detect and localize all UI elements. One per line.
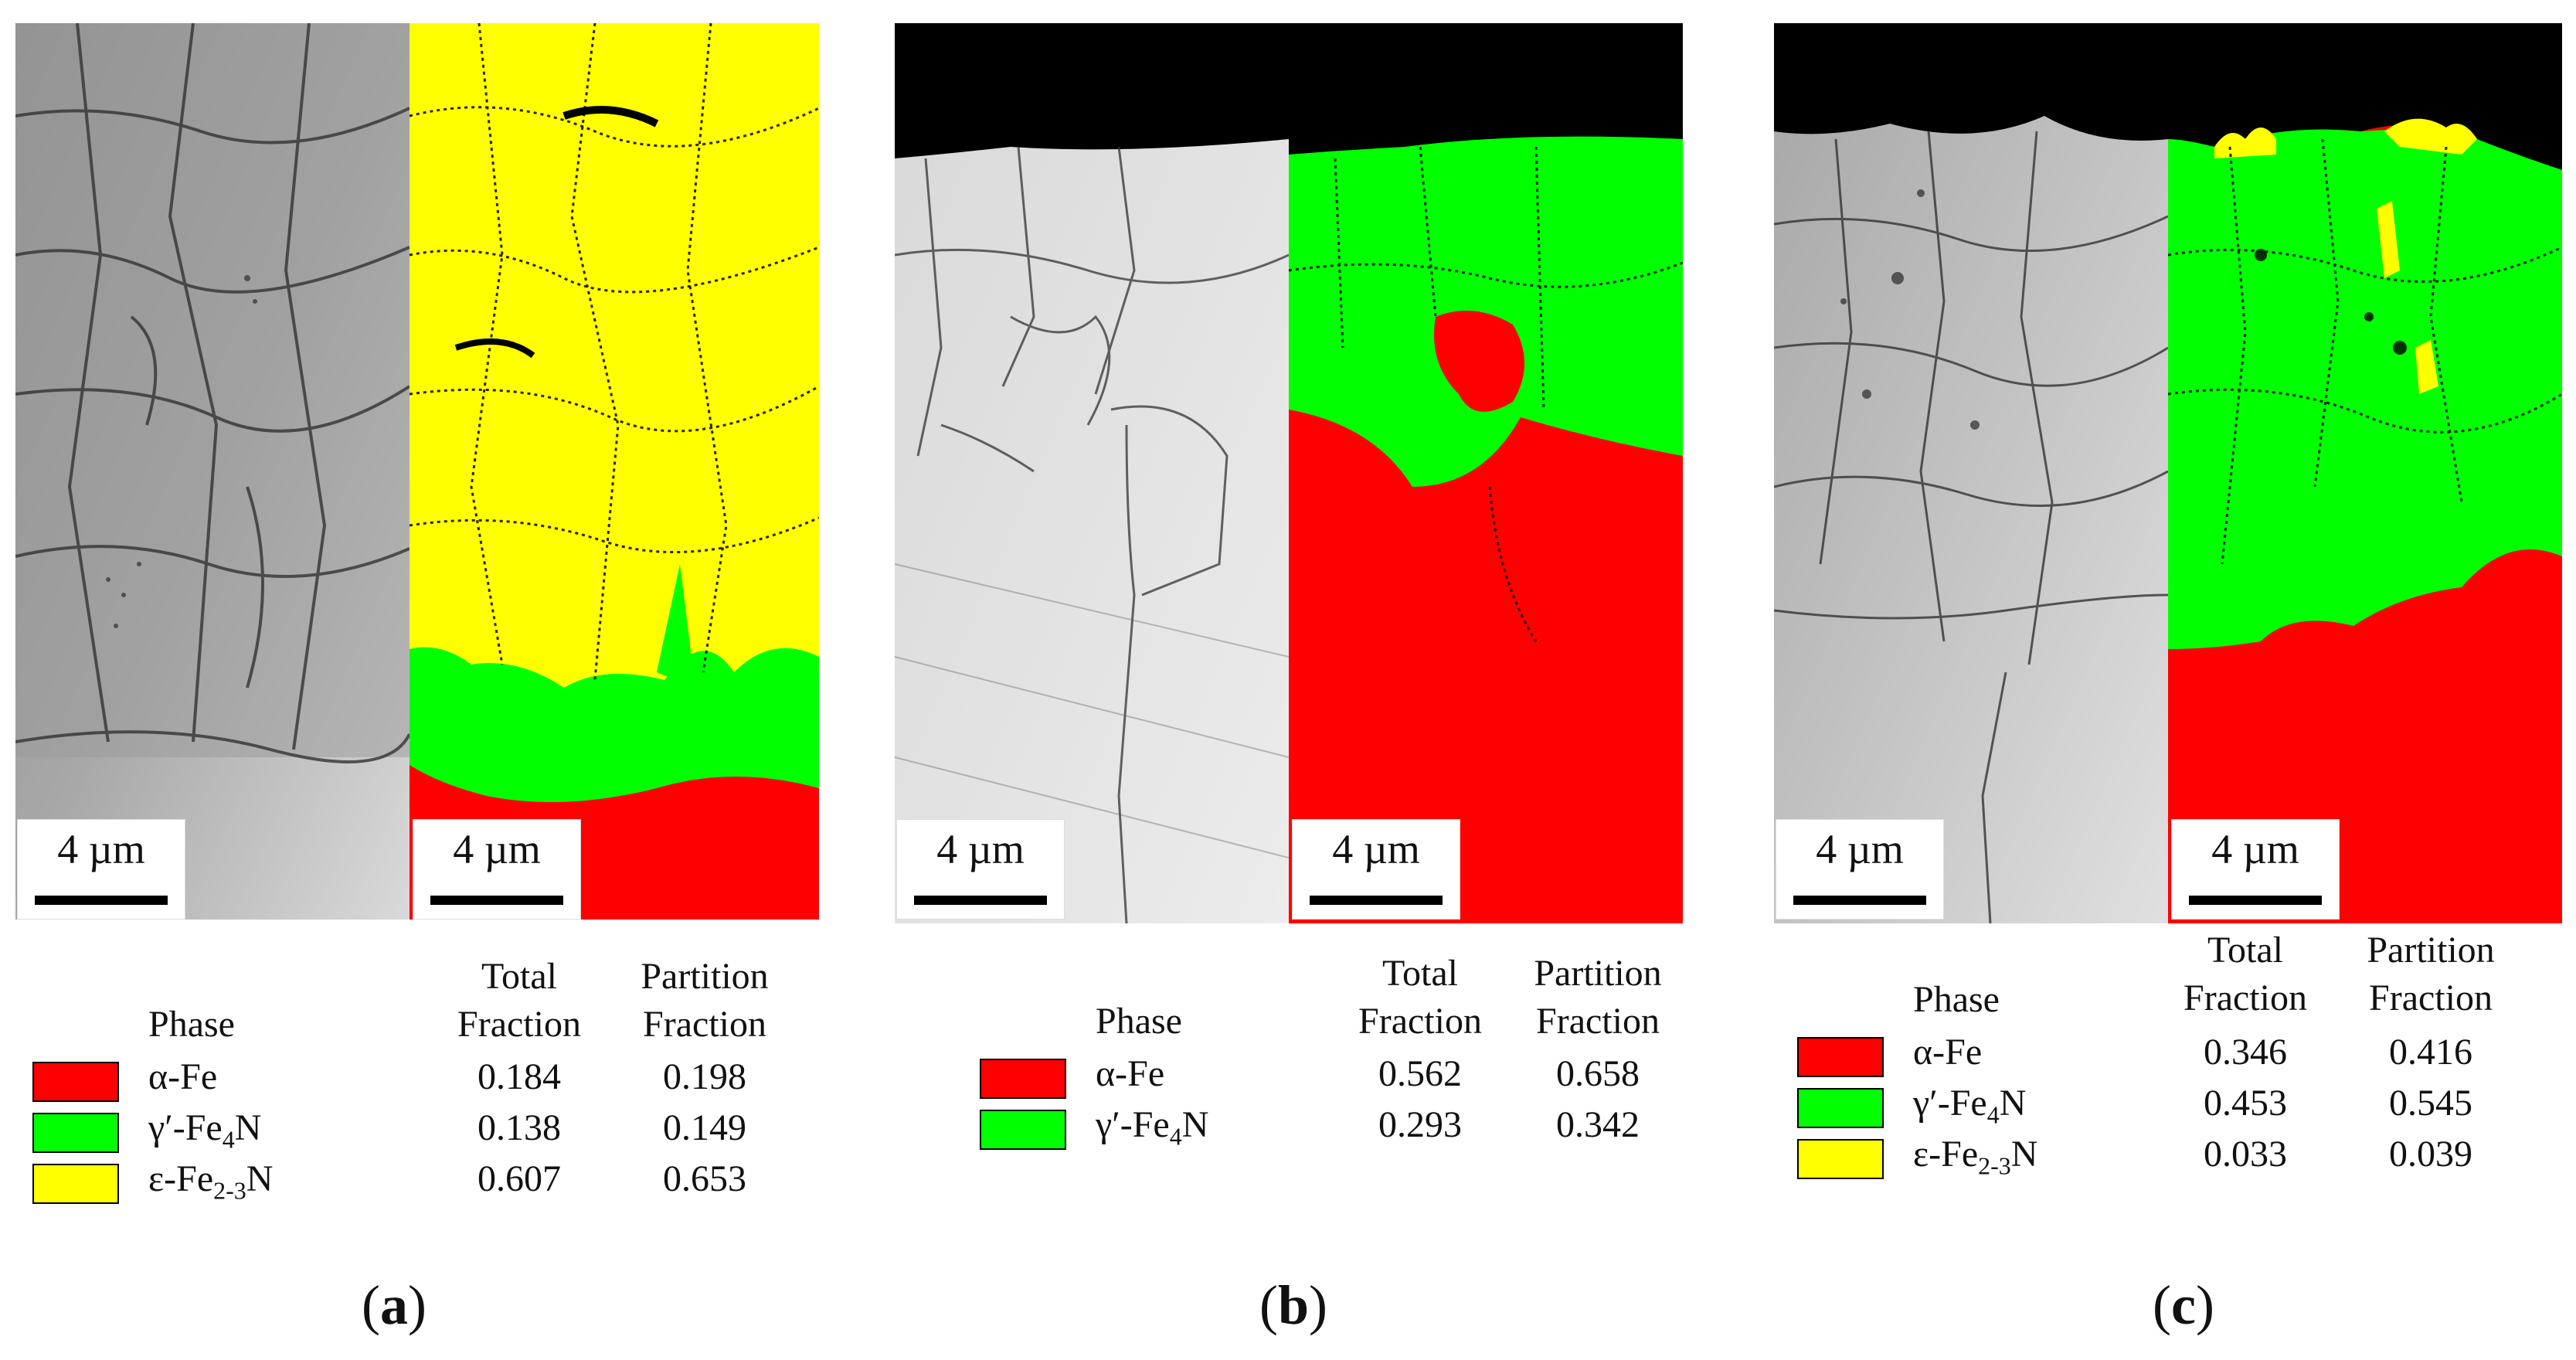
panel-b-sem-image [895,23,1289,923]
legend-row: ε-Fe2-3N 0.033 0.039 [1797,1136,2570,1187]
panel-a-sem-image [15,23,410,920]
panel-c-legend: Phase Total Fraction Partition Fraction … [1797,932,2570,1195]
phase-swatch [980,1110,1066,1150]
partition-fraction: 0.198 [663,1056,746,1097]
phase-swatch [32,1164,119,1204]
phase-swatch [1797,1037,1884,1077]
phase-name: γ′-Fe4N [1913,1083,2027,1129]
scale-bar-line [430,896,563,905]
partition-fraction: 0.149 [663,1107,746,1148]
legend-row: α-Fe 0.184 0.198 [32,1059,813,1110]
scale-bar-label: 4 µm [936,826,1025,872]
total-fraction: 0.138 [477,1107,561,1148]
legend-row: γ′-Fe4N 0.453 0.545 [1797,1085,2570,1136]
scale-bar-label: 4 µm [2211,826,2299,872]
scale-bar-line [1310,896,1443,905]
scale-bar-line [2189,896,2322,905]
panel-c-sem-scale-bar: 4 µm [1776,819,1944,920]
scale-bar-label: 4 µm [1332,826,1420,872]
phase-swatch [980,1059,1066,1099]
phase-name: γ′-Fe4N [1096,1104,1209,1151]
total-fraction: 0.607 [477,1158,561,1199]
panel-b-label: (b) [1259,1274,1328,1336]
panel-c-phase-map [2168,23,2562,923]
phase-name: ε-Fe2-3N [1913,1134,2038,1180]
legend-header-total: Total Fraction [1358,953,1482,1042]
panel-b-phase-map [1289,23,1683,923]
partition-fraction: 0.416 [2389,1032,2472,1073]
total-fraction: 0.346 [2204,1032,2287,1073]
scale-bar-line [35,896,168,905]
partition-fraction: 0.653 [663,1158,746,1199]
phase-name: ε-Fe2-3N [148,1158,274,1205]
panel-c: 4 µm 4 µm Phase Total Fraction Partition… [1774,0,2576,1360]
total-fraction: 0.033 [2204,1134,2287,1175]
legend-header-partition: Partition Fraction [2367,930,2495,1018]
phase-swatch [1797,1088,1884,1128]
legend-header-phase: Phase [148,1004,235,1045]
panel-a-map-scale-bar: 4 µm [413,819,581,920]
partition-fraction: 0.545 [2389,1083,2472,1124]
partition-fraction: 0.658 [1556,1053,1640,1094]
legend-row: ε-Fe2-3N 0.607 0.653 [32,1161,813,1212]
panel-a-sem-scale-bar: 4 µm [17,819,185,920]
panel-a: 4 µm 4 µm Phase Total Fraction Partition… [15,0,819,1360]
legend-header-phase: Phase [1096,1001,1182,1042]
panel-c-sem-image [1774,23,2168,923]
phase-name: α-Fe [148,1056,218,1097]
panel-a-label: (a) [362,1274,427,1336]
total-fraction: 0.184 [477,1056,561,1097]
scale-bar-label: 4 µm [1816,826,1904,872]
legend-header-phase: Phase [1913,979,2000,1020]
panel-a-phase-map [410,23,819,920]
legend-row: α-Fe 0.562 0.658 [980,1056,1691,1107]
panel-b: 4 µm 4 µm Phase Total Fraction Partition… [895,0,1698,1360]
legend-row: α-Fe 0.346 0.416 [1797,1034,2570,1085]
panel-a-legend: Phase Total Fraction Partition Fraction … [32,958,813,1221]
legend-header-partition: Partition Fraction [1534,953,1662,1042]
scale-bar-label: 4 µm [453,826,541,872]
phase-name: α-Fe [1913,1032,1983,1073]
phase-swatch [32,1113,119,1153]
partition-fraction: 0.039 [2389,1134,2472,1175]
scale-bar-line [914,896,1047,905]
legend-row: γ′-Fe4N 0.138 0.149 [32,1110,813,1161]
partition-fraction: 0.342 [1556,1104,1640,1145]
panel-c-label: (c) [2153,1274,2214,1336]
total-fraction: 0.562 [1378,1053,1462,1094]
total-fraction: 0.293 [1378,1104,1462,1145]
scale-bar-line [1793,896,1926,905]
phase-name: α-Fe [1096,1053,1165,1094]
legend-header-total: Total Fraction [2183,930,2307,1018]
total-fraction: 0.453 [2204,1083,2287,1124]
panel-b-sem-scale-bar: 4 µm [896,819,1065,920]
phase-name: γ′-Fe4N [148,1107,262,1154]
panel-b-map-scale-bar: 4 µm [1292,819,1460,920]
legend-header-partition: Partition Fraction [641,956,769,1045]
panel-b-legend: Phase Total Fraction Partition Fraction … [980,953,1691,1150]
phase-swatch [1797,1139,1884,1179]
legend-header-total: Total Fraction [457,956,581,1045]
scale-bar-label: 4 µm [57,826,145,872]
panel-c-map-scale-bar: 4 µm [2171,819,2340,920]
legend-row: γ′-Fe4N 0.293 0.342 [980,1107,1691,1158]
phase-swatch [32,1062,119,1102]
